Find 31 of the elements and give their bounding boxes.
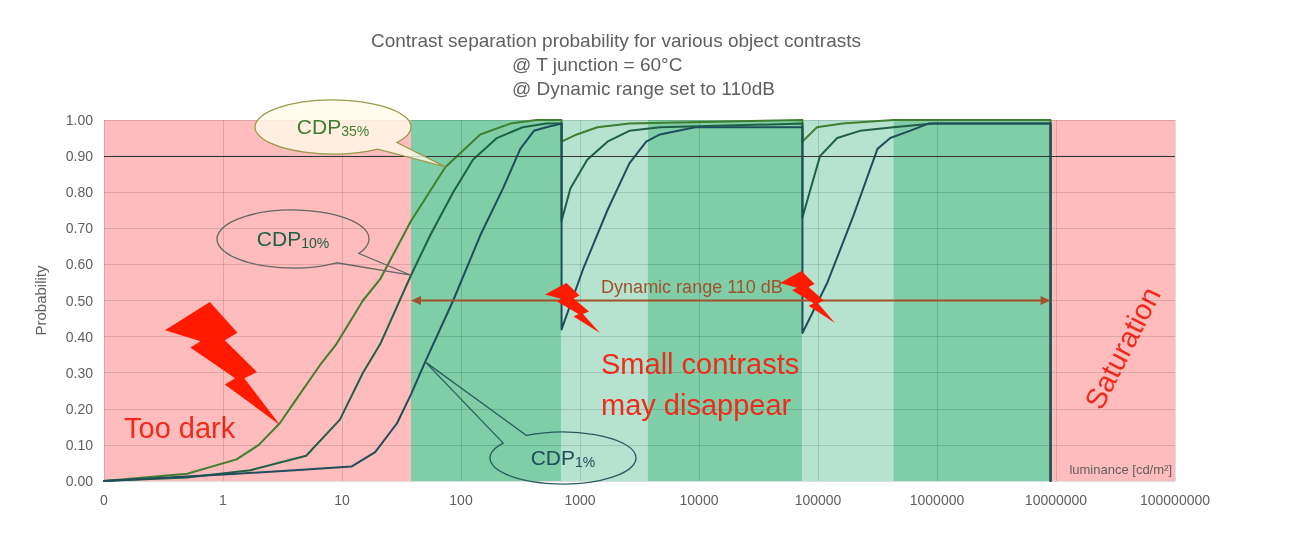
x-tick-label: 10000 <box>679 492 719 508</box>
x-axis-title: luminance [cd/m²] <box>1069 461 1172 477</box>
y-tick-label: 0.50 <box>65 292 94 309</box>
x-tick-label: 100000 <box>794 492 842 508</box>
chart-subtitle: @ T junction = 60°C @ Dynamic range set to 110dB <box>512 53 775 99</box>
y-tick-label: 0.80 <box>65 184 94 201</box>
x-tick-label: 100 <box>449 492 473 508</box>
chart-title: Contrast separation probability for various object contrasts <box>370 29 862 51</box>
x-tick-label: 100000000 <box>1139 492 1211 508</box>
text: CDP$_{35%}$ <box>296 115 370 139</box>
x-tick-label: 1000000 <box>909 492 965 508</box>
x-tick-label: 1 <box>219 492 228 508</box>
annotation: Dynamic range 110 dB <box>601 277 783 297</box>
y-tick-label: 0.90 <box>65 148 94 165</box>
text: CDP$_{1%}$ <box>530 446 596 470</box>
x-tick-label: 0 <box>100 492 109 508</box>
y-axis-title: Probability <box>32 264 49 336</box>
y-tick-label: 0.70 <box>65 220 94 237</box>
y-tick-label: 0.00 <box>65 473 94 489</box>
band-label: Too dark <box>124 411 236 444</box>
y-tick-label: 1.00 <box>65 112 94 128</box>
x-tick-label: 10 <box>334 492 350 508</box>
y-tick-label: 0.60 <box>65 256 94 273</box>
y-tick-label: 0.30 <box>65 364 94 381</box>
annotation: Small contrasts may disappear <box>601 347 800 421</box>
y-tick-label: 0.20 <box>65 400 94 417</box>
y-tick-label: 0.40 <box>65 328 94 345</box>
text: CDP$_{10%}$ <box>256 227 330 251</box>
x-tick-label: 1000 <box>564 492 596 508</box>
x-tick-label: 10000000 <box>1024 492 1088 508</box>
y-tick-label: 0.10 <box>65 436 94 453</box>
